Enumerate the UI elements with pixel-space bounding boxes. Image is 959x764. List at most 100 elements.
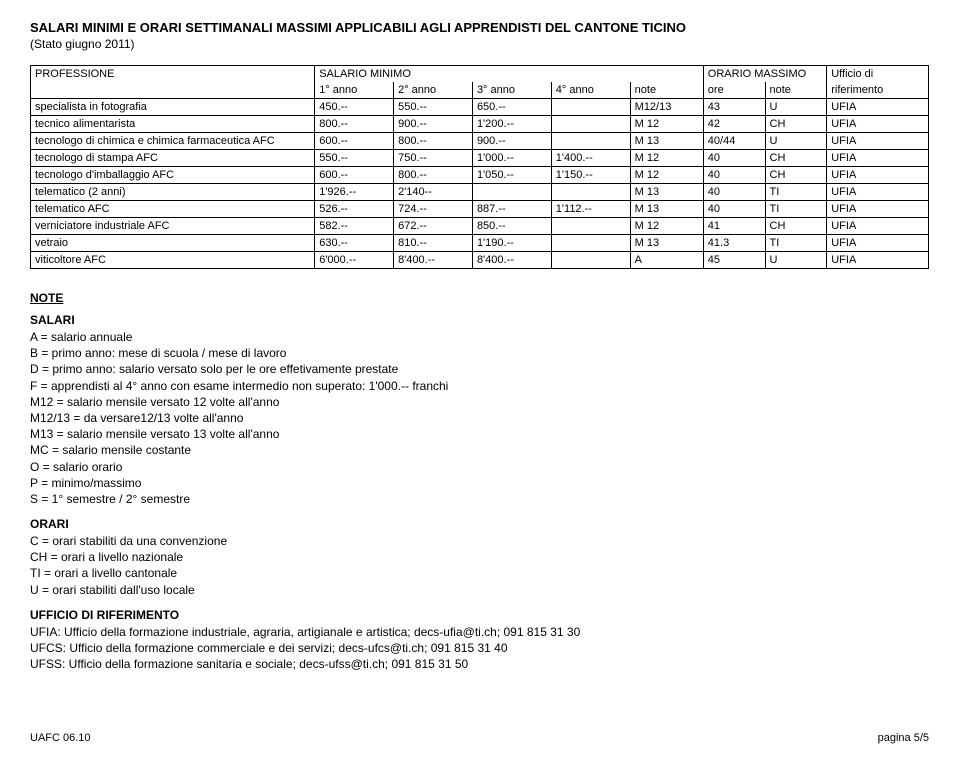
table-cell: U — [765, 133, 827, 150]
table-cell: 40 — [703, 150, 765, 167]
table-cell: 900.-- — [472, 133, 551, 150]
table-cell: 600.-- — [315, 133, 394, 150]
table-cell: 1'150.-- — [551, 167, 630, 184]
table-body: specialista in fotografia450.-- 550.-- 650… — [31, 99, 929, 269]
header-note: note — [630, 82, 703, 99]
table-cell: 800.-- — [315, 116, 394, 133]
table-cell: UFIA — [827, 150, 929, 167]
footer-right: pagina 5/5 — [878, 732, 929, 744]
table-cell: UFIA — [827, 252, 929, 269]
table-cell: 41 — [703, 218, 765, 235]
table-cell: tecnologo di chimica e chimica farmaceut… — [31, 133, 315, 150]
table-row: vetraio630.--810.--1'190.--M 1341.3TIUFI… — [31, 235, 929, 252]
table-cell: 550.-- — [315, 150, 394, 167]
table-cell: 810.-- — [394, 235, 473, 252]
table-cell: UFIA — [827, 201, 929, 218]
table-row: telematico AFC526.--724.--887.--1'112.--… — [31, 201, 929, 218]
ufficio-block: UFIA: Ufficio della formazione industria… — [30, 624, 929, 673]
table-cell: 800.-- — [394, 133, 473, 150]
table-cell — [551, 252, 630, 269]
table-cell: 40 — [703, 167, 765, 184]
table-cell: 43 — [703, 99, 765, 116]
table-cell: 8'400.-- — [472, 252, 551, 269]
table-cell: telematico (2 anni) — [31, 184, 315, 201]
table-row: tecnico alimentarista800.--900.--1'200.-… — [31, 116, 929, 133]
table-cell: 900.-- — [394, 116, 473, 133]
table-cell: M 13 — [630, 184, 703, 201]
table-cell: UFIA — [827, 99, 929, 116]
table-header-row-1: PROFESSIONE SALARIO MINIMO ORARIO MASSIM… — [31, 66, 929, 83]
header-anno3: 3° anno — [472, 82, 551, 99]
table-cell: 650.-- — [472, 99, 551, 116]
table-cell: tecnologo di stampa AFC — [31, 150, 315, 167]
table-cell — [551, 184, 630, 201]
table-row: tecnologo di stampa AFC550.--750.--1'000… — [31, 150, 929, 167]
orari-line: TI = orari a livello cantonale — [30, 565, 929, 581]
table-cell: UFIA — [827, 133, 929, 150]
page-footer: UAFC 06.10 pagina 5/5 — [30, 732, 929, 744]
table-cell: UFIA — [827, 184, 929, 201]
orari-line: CH = orari a livello nazionale — [30, 549, 929, 565]
ufficio-heading: UFFICIO DI RIFERIMENTO — [30, 608, 929, 622]
table-cell — [551, 116, 630, 133]
salari-line: M12 = salario mensile versato 12 volte a… — [30, 394, 929, 410]
table-cell: 672.-- — [394, 218, 473, 235]
table-cell — [551, 235, 630, 252]
table-row: tecnologo d'imballaggio AFC600.--800.--1… — [31, 167, 929, 184]
table-cell: 1'112.-- — [551, 201, 630, 218]
table-cell — [551, 99, 630, 116]
table-row: viticoltore AFC6'000.--8'400.--8'400.--A… — [31, 252, 929, 269]
table-cell: 450.-- — [315, 99, 394, 116]
table-cell: U — [765, 99, 827, 116]
orari-block: C = orari stabiliti da una convenzioneCH… — [30, 533, 929, 598]
salari-block: A = salario annualeB = primo anno: mese … — [30, 329, 929, 507]
table-cell: UFIA — [827, 218, 929, 235]
table-cell: tecnologo d'imballaggio AFC — [31, 167, 315, 184]
table-row: verniciatore industriale AFC582.--672.--… — [31, 218, 929, 235]
table-row: tecnologo di chimica e chimica farmaceut… — [31, 133, 929, 150]
table-cell: 6'000.-- — [315, 252, 394, 269]
footer-left: UAFC 06.10 — [30, 732, 91, 744]
header-anno1: 1° anno — [315, 82, 394, 99]
table-cell: 600.-- — [315, 167, 394, 184]
header-anno2: 2° anno — [394, 82, 473, 99]
table-cell: 41.3 — [703, 235, 765, 252]
table-cell: UFIA — [827, 167, 929, 184]
table-cell: 630.-- — [315, 235, 394, 252]
table-cell: 45 — [703, 252, 765, 269]
table-cell: UFIA — [827, 235, 929, 252]
salari-line: A = salario annuale — [30, 329, 929, 345]
table-cell: M 13 — [630, 133, 703, 150]
orari-line: U = orari stabiliti dall'uso locale — [30, 582, 929, 598]
salari-line: M12/13 = da versare12/13 volte all'anno — [30, 410, 929, 426]
table-cell: telematico AFC — [31, 201, 315, 218]
header-riferimento: riferimento — [827, 82, 929, 99]
table-cell: M 13 — [630, 235, 703, 252]
table-cell: CH — [765, 167, 827, 184]
table-cell: 1'926.-- — [315, 184, 394, 201]
header-note2: note — [765, 82, 827, 99]
table-cell: A — [630, 252, 703, 269]
table-cell: 724.-- — [394, 201, 473, 218]
table-cell: M 12 — [630, 167, 703, 184]
table-cell: specialista in fotografia — [31, 99, 315, 116]
table-cell: CH — [765, 218, 827, 235]
salari-heading: SALARI — [30, 313, 929, 327]
orari-line: C = orari stabiliti da una convenzione — [30, 533, 929, 549]
table-cell: CH — [765, 116, 827, 133]
table-cell: 582.-- — [315, 218, 394, 235]
ufficio-line: UFSS: Ufficio della formazione sanitaria… — [30, 656, 929, 672]
header-ore: ore — [703, 82, 765, 99]
notes-heading: NOTE — [30, 291, 929, 305]
salari-line: S = 1° semestre / 2° semestre — [30, 491, 929, 507]
header-ufficio-top: Ufficio di — [827, 66, 929, 83]
orari-heading: ORARI — [30, 517, 929, 531]
table-cell: 887.-- — [472, 201, 551, 218]
salari-line: MC = salario mensile costante — [30, 442, 929, 458]
table-cell: vetraio — [31, 235, 315, 252]
table-cell: tecnico alimentarista — [31, 116, 315, 133]
page-title: SALARI MINIMI E ORARI SETTIMANALI MASSIM… — [30, 20, 929, 35]
salary-table: PROFESSIONE SALARIO MINIMO ORARIO MASSIM… — [30, 65, 929, 269]
table-cell: 1'000.-- — [472, 150, 551, 167]
table-cell: 526.-- — [315, 201, 394, 218]
